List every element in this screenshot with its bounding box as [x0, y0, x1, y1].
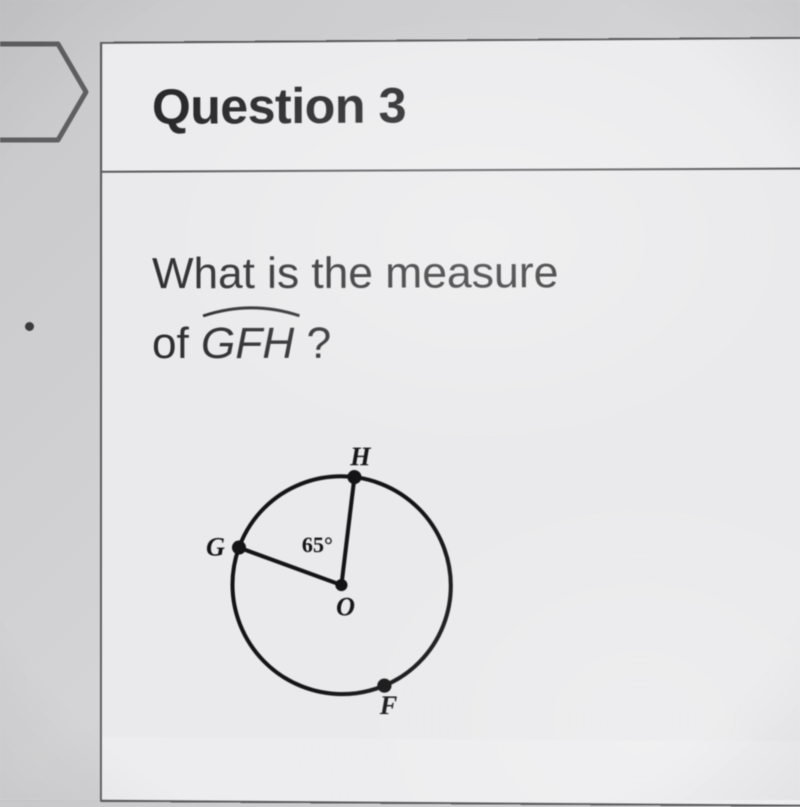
prompt-prefix: of — [152, 319, 201, 368]
svg-text:F: F — [379, 690, 398, 720]
svg-text:H: H — [349, 441, 371, 470]
prompt-line-1: What is the measure — [152, 248, 559, 298]
arc-symbol-icon — [201, 304, 301, 318]
svg-text:G: G — [206, 532, 225, 561]
arc-label-text: GFH — [201, 319, 294, 368]
svg-text:O: O — [336, 592, 355, 621]
question-prompt: What is the measure of GFH ? — [152, 240, 757, 375]
question-title: Question 3 — [152, 77, 406, 136]
nav-chevron-icon — [0, 32, 90, 152]
svg-text:65°: 65° — [302, 531, 333, 556]
circle-diagram: H G F O 65° — [182, 436, 760, 741]
arc-notation: GFH — [201, 306, 294, 376]
prompt-suffix: ? — [294, 319, 331, 368]
geometry-figure: H G F O 65° — [182, 436, 486, 739]
question-header: Question 3 — [102, 39, 800, 173]
question-card: Question 3 What is the measure of GFH ? … — [100, 37, 800, 807]
bullet-dot — [25, 322, 34, 331]
question-body: What is the measure of GFH ? H G F O 65° — [102, 170, 800, 741]
